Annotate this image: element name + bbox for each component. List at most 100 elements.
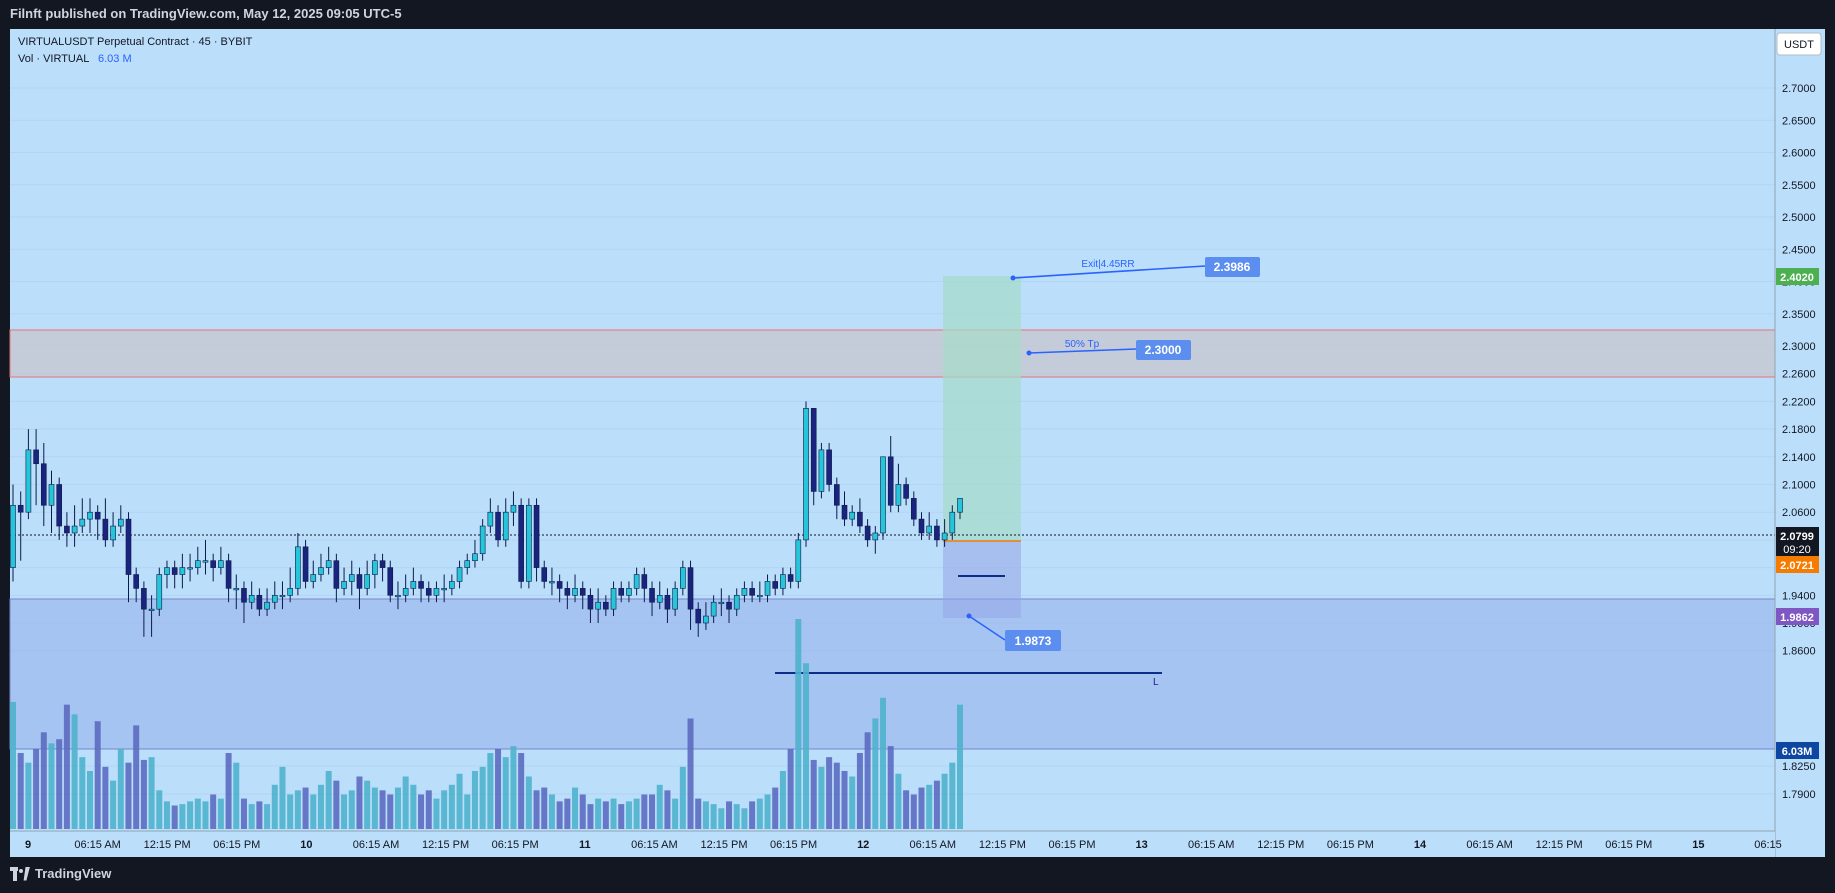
candle-body [649,588,655,603]
volume-bar [63,704,70,829]
candle-body [125,518,132,575]
last-price-badge [1776,527,1819,558]
candle-body [410,581,417,589]
volume-bar [887,746,894,829]
volume-bar [595,798,602,829]
price-tick-label: 2.2200 [1782,396,1816,408]
price-tick-label: 2.1000 [1782,480,1816,492]
stop-callout-dot[interactable] [966,613,972,619]
candle-body [949,511,956,534]
candle-body [94,511,101,520]
candle-body [741,588,748,596]
volume-bar [71,714,78,829]
candle-body [25,449,32,513]
volume-bar [556,801,563,829]
candle-body [156,574,163,610]
tradingview-logo-icon [10,866,30,881]
candle-body [102,518,109,541]
candle-body [795,539,802,582]
tradingview-logo[interactable]: TradingView [10,866,111,881]
volume-bar [240,798,247,829]
candle-body [895,484,902,506]
volume-legend-value: 6.03 M [98,53,132,65]
candle-body [502,511,509,541]
candle-body [834,484,840,506]
volume-bar [294,790,301,829]
volume-bar [348,790,355,829]
tp-price-box[interactable] [1136,340,1191,360]
volume-bar [548,794,555,829]
stop-price-box[interactable] [1005,630,1061,651]
candle-body [587,594,594,610]
candle-body [248,594,255,603]
candle-body [194,560,201,568]
volume-bar [456,773,463,829]
tp-callout-dot[interactable] [1026,350,1032,356]
entry-price-text: 2.0721 [1780,560,1814,572]
volume-bar [187,801,194,829]
volume-bar [464,794,471,829]
volume-bar [418,794,425,829]
volume-bar [957,704,963,829]
candle-body [941,532,948,541]
volume-bar [933,780,940,829]
volume-bar [256,801,263,829]
volume-bar [10,701,16,829]
candle-body [395,594,401,598]
exit-callout-dot[interactable] [1010,275,1016,281]
volume-bar [140,759,147,829]
volume-bar [795,619,802,829]
resistance-zone[interactable] [9,329,1776,378]
position-risk-zone[interactable] [943,541,1021,618]
time-tick-label: 12:15 PM [1257,839,1304,851]
volume-bar [356,776,363,829]
time-tick-label: 13 [1135,839,1147,851]
position-profit-zone[interactable] [943,276,1021,541]
volume-bar [749,801,756,829]
time-tick-label: 06:15 AM [1466,839,1512,851]
candle-body [887,456,894,506]
candle-body [479,525,486,555]
exit-price-box[interactable] [1205,257,1260,277]
candle-body [710,601,717,617]
volume-bar [872,718,879,829]
volume-bar [803,663,810,829]
candle-body [218,560,224,568]
currency-box[interactable] [1776,32,1822,56]
volume-bar [56,739,63,829]
volume-bar [718,808,725,829]
volume-bar [163,801,170,829]
volume-bar [610,798,617,829]
level-line-label: L [1153,677,1159,688]
candle-body [256,594,263,610]
candle-body [518,504,524,582]
candle-body [787,574,794,582]
time-axis[interactable] [10,831,1775,857]
volume-bar [510,746,517,829]
volume-bar [525,776,532,829]
candle-body [672,588,678,610]
candle-body [495,511,501,541]
candle-body [33,449,39,465]
volume-bar [625,801,632,829]
time-tick-label: 12:15 PM [144,839,191,851]
candle-body [541,567,548,582]
exit-label: Exit|4.45RR [1081,259,1134,270]
candle-body [926,525,933,534]
candle-body [572,588,578,596]
volume-bar [194,798,201,829]
tradingview-logo-text: TradingView [35,866,112,881]
volume-bars [10,619,963,829]
volume-bar [495,748,502,829]
price-axis[interactable] [1775,29,1825,857]
price-tick-label: 2.4500 [1782,244,1816,256]
candle-body [202,560,209,563]
candle-body [818,449,825,492]
currency-label: USDT [1784,39,1814,51]
candle-body [48,484,55,506]
candle-body [148,608,155,611]
volume-bar [772,787,779,829]
candle-body [526,504,532,582]
volume-bar [541,787,548,829]
